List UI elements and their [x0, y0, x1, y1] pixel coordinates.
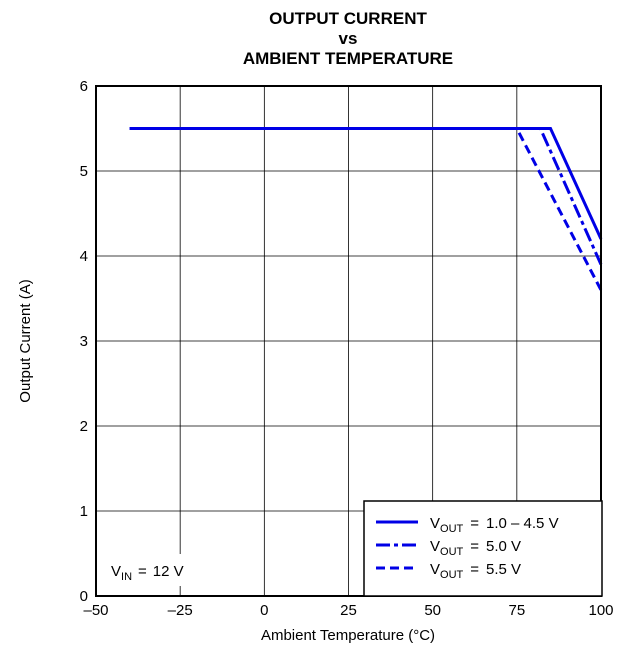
- plot-frame: [95, 85, 602, 597]
- legend-value: 5.5 V: [486, 561, 521, 578]
- legend-equals: =: [470, 515, 479, 532]
- series-layer: [129, 127, 603, 291]
- series-line-1: [129, 127, 603, 240]
- legend-subscript: OUT: [440, 569, 464, 581]
- vin-annotation-text: VIN = 12 V: [111, 563, 184, 583]
- legend-subscript: OUT: [440, 546, 464, 558]
- x-tick-label: –25: [168, 602, 193, 619]
- chart-title-line-2: vs: [339, 29, 358, 48]
- legend-label-1: VOUT = 1.0 – 4.5 V: [430, 515, 559, 535]
- chart-title-line-1: OUTPUT CURRENT: [269, 9, 427, 28]
- y-tick-label: 2: [80, 418, 88, 435]
- chart-title-line-3: AMBIENT TEMPERATURE: [243, 49, 453, 68]
- vin-symbol: V: [111, 563, 121, 580]
- legend-subscript: OUT: [440, 523, 464, 535]
- y-tick-label: 5: [80, 163, 88, 180]
- x-tick-label: 50: [424, 602, 441, 619]
- grid: [96, 86, 601, 596]
- vin-annotation: VIN = 12 V: [105, 554, 220, 586]
- legend-symbol: V: [430, 538, 440, 555]
- x-tick-label: 100: [588, 602, 613, 619]
- x-tick-label: 25: [340, 602, 357, 619]
- legend-value: 5.0 V: [486, 538, 521, 555]
- y-tick-label: 6: [80, 78, 88, 95]
- y-tick-labels: 0 1 2 3 4 5 6: [80, 78, 88, 605]
- chart-title: OUTPUT CURRENT vs AMBIENT TEMPERATURE: [243, 9, 453, 68]
- x-tick-label: 75: [508, 602, 525, 619]
- x-tick-label: 0: [260, 602, 268, 619]
- legend-equals: =: [470, 538, 479, 555]
- legend-symbol: V: [430, 515, 440, 532]
- y-tick-label: 0: [80, 588, 88, 605]
- vin-subscript: IN: [121, 571, 132, 583]
- series-line-3: [129, 127, 603, 291]
- y-tick-label: 3: [80, 333, 88, 350]
- vin-equals: =: [138, 563, 147, 580]
- legend-equals: =: [470, 561, 479, 578]
- vin-value: 12 V: [153, 563, 184, 580]
- x-axis-label: Ambient Temperature (°C): [261, 627, 435, 644]
- y-tick-label: 4: [80, 248, 88, 265]
- x-tick-labels: –50 –25 0 25 50 75 100: [83, 602, 613, 619]
- x-tick-label: –50: [83, 602, 108, 619]
- series-line-2: [129, 127, 603, 266]
- legend-symbol: V: [430, 561, 440, 578]
- y-axis-label: Output Current (A): [17, 279, 34, 402]
- y-tick-label: 1: [80, 503, 88, 520]
- vin-annotation-background: [105, 554, 220, 586]
- legend-value: 1.0 – 4.5 V: [486, 515, 559, 532]
- legend-box: [363, 500, 603, 597]
- legend-label-3: VOUT = 5.5 V: [430, 561, 521, 581]
- legend-label-2: VOUT = 5.0 V: [430, 538, 521, 558]
